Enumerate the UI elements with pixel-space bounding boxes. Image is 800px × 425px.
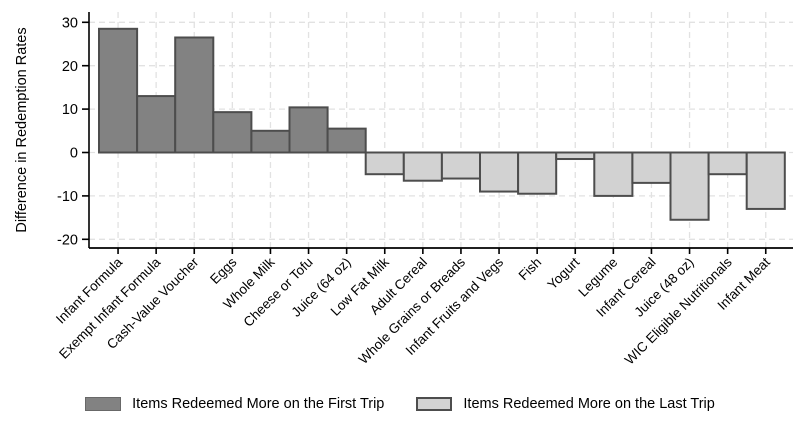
y-tick-label--10: -10 xyxy=(57,189,78,205)
bar-infant-fruits-and-vegs xyxy=(479,151,520,193)
legend-item-first-trip: Items Redeemed More on the First Trip xyxy=(85,396,384,412)
y-tick-label-10: 10 xyxy=(62,102,78,118)
bar-legume xyxy=(593,151,634,197)
bar-adult-cereal xyxy=(402,151,443,182)
bar-juice-48-oz xyxy=(669,151,710,221)
bar-whole-grains-or-breads xyxy=(440,151,481,180)
y-tick-label-20: 20 xyxy=(62,59,78,75)
x-tick-label-infant-formula: Infant Formula xyxy=(53,254,125,326)
bar-yogurt xyxy=(555,151,596,161)
bar-wic-eligible-nutritionals xyxy=(707,151,748,176)
legend-swatch-first-trip-icon xyxy=(85,397,122,411)
bar-cash-value-voucher xyxy=(174,36,215,154)
bar-infant-cereal xyxy=(631,151,672,184)
bar-whole-milk xyxy=(250,129,291,154)
legend-label-last-trip: Items Redeemed More on the Last Trip xyxy=(463,396,715,412)
bar-exempt-infant-formula xyxy=(136,95,177,154)
legend: Items Redeemed More on the First Trip It… xyxy=(0,396,800,412)
bar-infant-formula xyxy=(98,27,139,154)
x-tick-label-eggs: Eggs xyxy=(207,254,240,287)
y-axis-title: Difference in Redemption Rates xyxy=(14,27,30,233)
bar-cheese-or-tofu xyxy=(288,106,329,154)
bar-fish xyxy=(517,151,558,195)
y-tick-label-30: 30 xyxy=(62,15,78,31)
legend-swatch-last-trip-icon xyxy=(416,397,453,411)
legend-label-first-trip: Items Redeemed More on the First Trip xyxy=(132,396,385,412)
y-tick-label--20: -20 xyxy=(57,232,78,248)
bar-juice-64-oz xyxy=(326,127,367,154)
x-tick-label-fish: Fish xyxy=(516,255,545,284)
bar-low-fat-milk xyxy=(364,151,405,176)
bar-infant-meat xyxy=(745,151,786,210)
bar-eggs xyxy=(212,111,253,154)
y-tick-label-0: 0 xyxy=(70,146,78,162)
legend-item-last-trip: Items Redeemed More on the Last Trip xyxy=(416,396,715,412)
